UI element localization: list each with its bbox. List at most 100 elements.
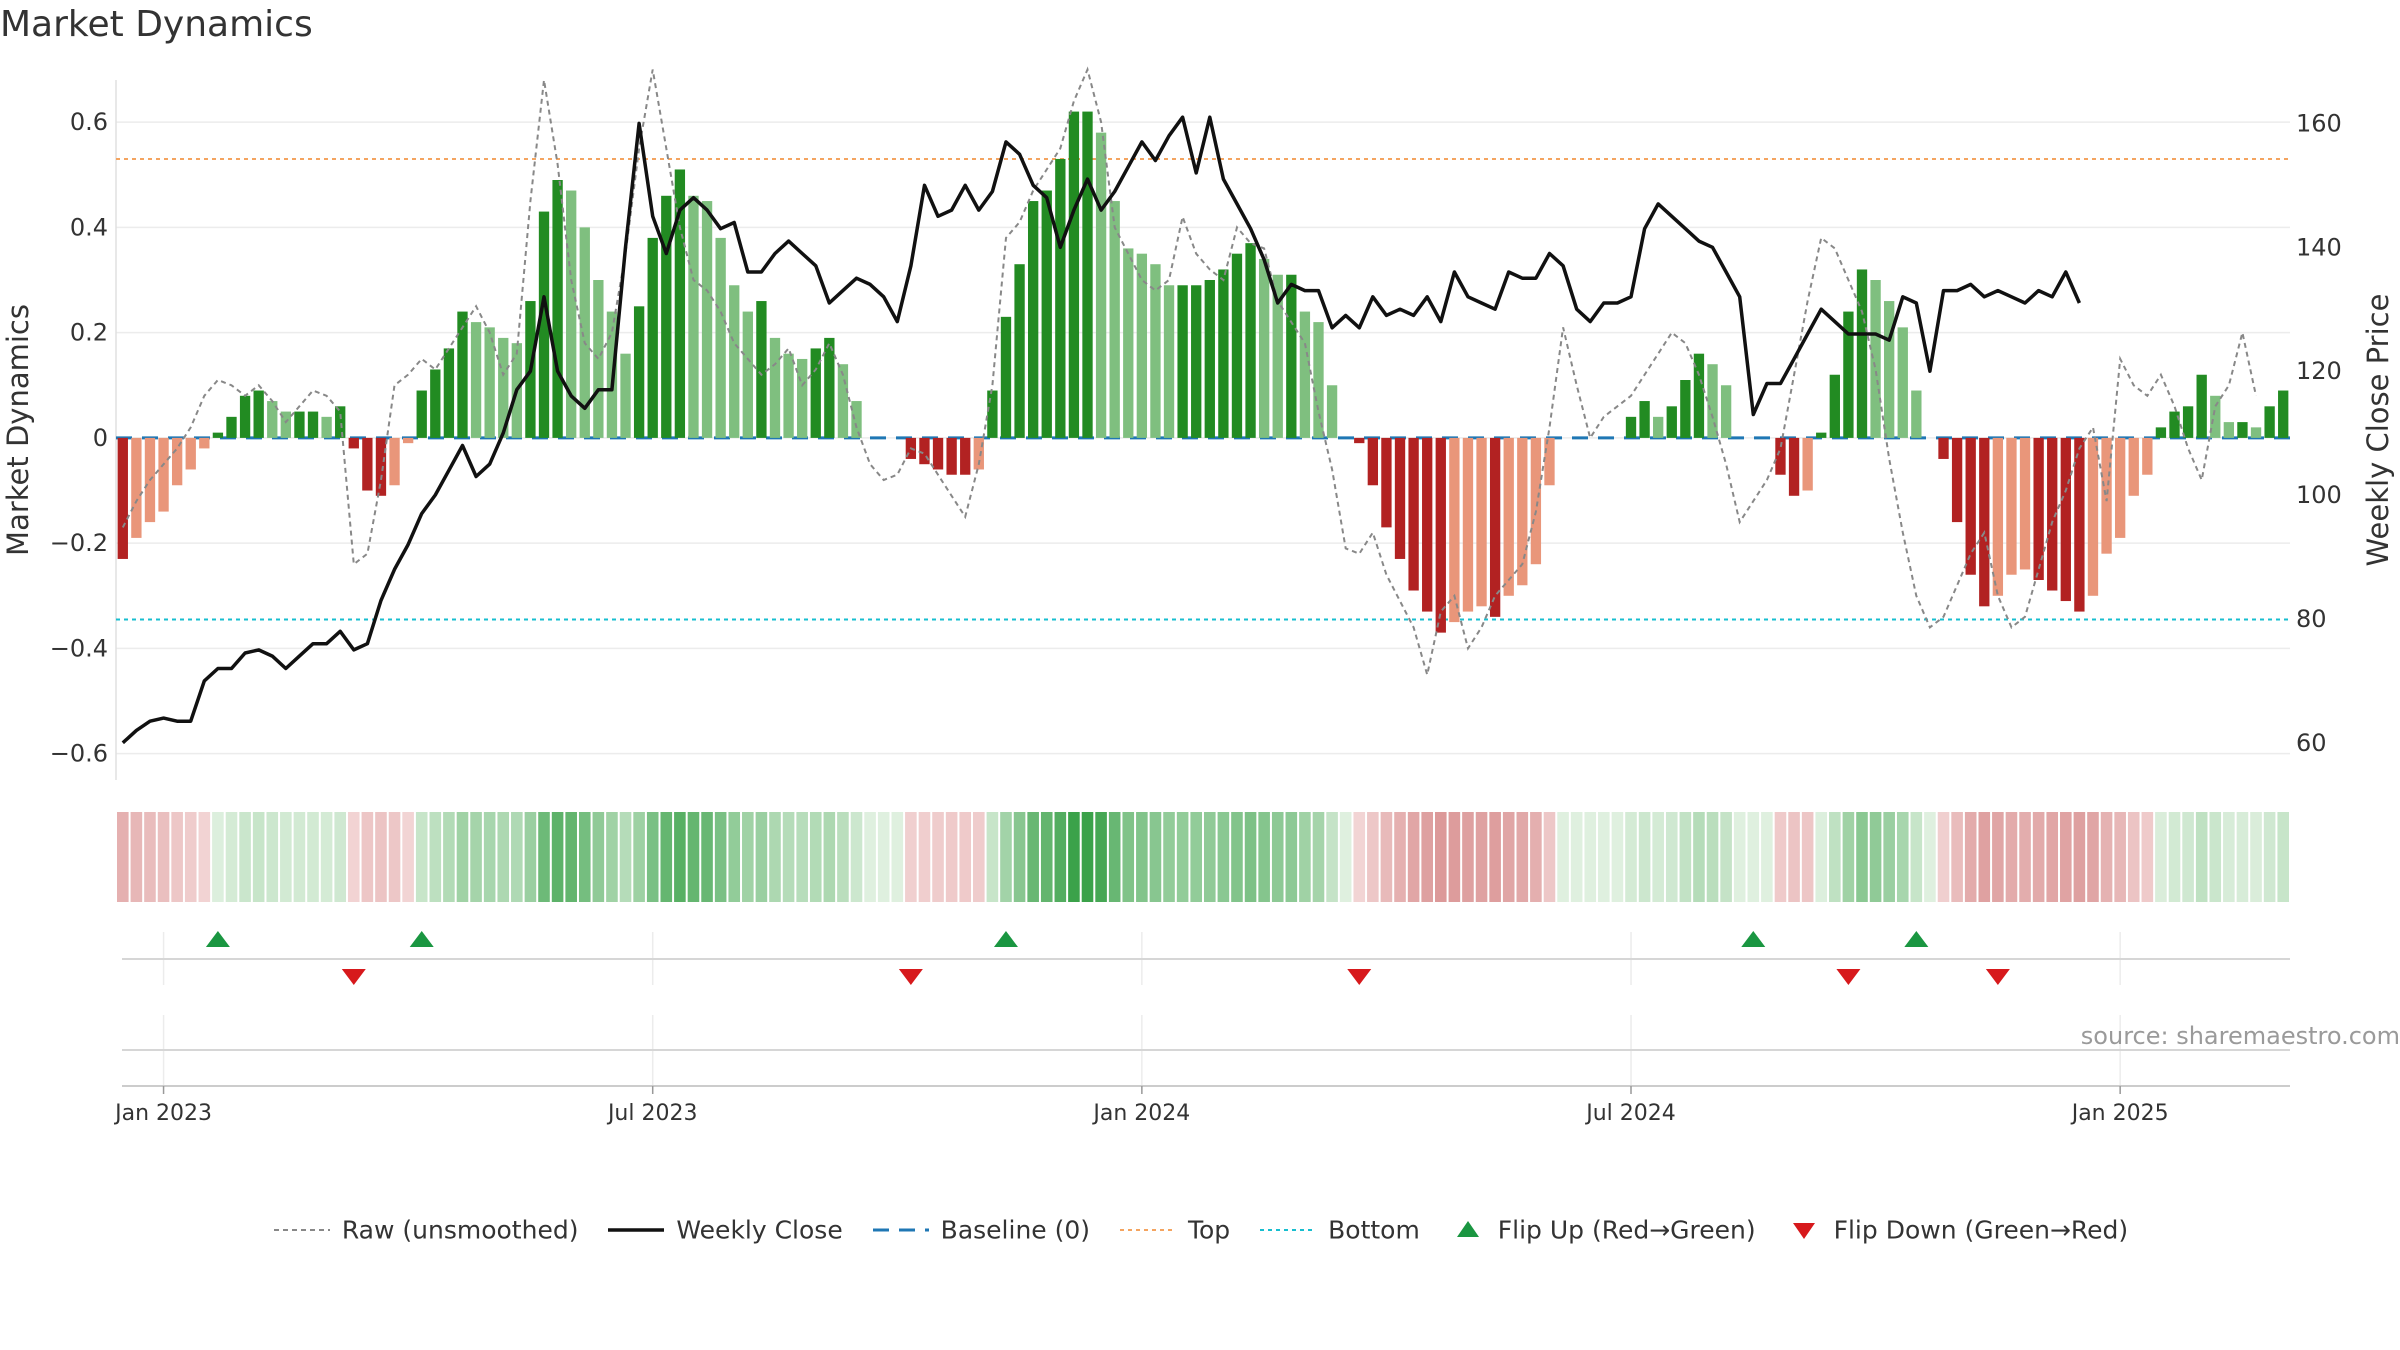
heat-cell [375,812,387,902]
flip-markers-panel [122,931,2290,985]
bar [1503,437,1514,596]
bar [280,411,292,438]
heat-cell [1693,812,1705,902]
bar [973,437,984,470]
bar [416,390,427,438]
y-right-tick-label: 80 [2296,605,2327,633]
bar [2060,437,2071,602]
heat-cell [1163,812,1175,902]
bar [1136,253,1148,438]
bar [1095,132,1107,438]
heat-cell [280,812,292,902]
heat-cell [443,812,455,902]
bar [402,437,414,444]
heat-cell [1271,812,1284,902]
heat-cell [1040,812,1053,902]
heat-cell [171,812,183,902]
heat-cell [347,812,360,902]
heat-cell [1502,812,1515,902]
heat-cell [2073,812,2086,902]
raw-unsmoothed-line [121,66,2257,675]
bar [1313,322,1324,438]
heat-cell [1992,812,2004,902]
heat-cell [2060,812,2072,902]
y-right-tick-label: 120 [2296,357,2342,385]
bar [837,364,849,438]
legend-label-flip-up: Flip Up (Red→Green) [1497,1215,1756,1245]
legend-label-close: Weekly Close [676,1215,843,1245]
bar [1707,364,1718,438]
x-tick-label: Jul 2023 [606,1101,698,1126]
heat-cell [1815,812,1828,902]
legend-item-raw: Raw (unsmoothed) [272,1214,578,1244]
heat-cell [1625,812,1637,902]
heat-cell [117,812,129,902]
heat-cell [796,812,808,902]
threshold-layer [116,157,2290,621]
flip-up-marker [993,931,1018,947]
x-tick-label: Jan 2025 [2070,1101,2169,1126]
bar [1720,385,1732,438]
heat-cell [1190,812,1202,902]
heat-cell [2141,812,2154,902]
bar [919,437,930,465]
bar [688,195,699,438]
heat-cell [1570,812,1583,902]
heat-cell [361,812,374,902]
heat-cell [1108,812,1121,902]
heat-cell [157,812,170,902]
bar [593,280,604,438]
heat-cell [1869,812,1882,902]
bar [1625,416,1637,438]
heat-cell [891,812,904,902]
heat-cell [2155,812,2167,902]
heat-cell [2087,812,2099,902]
bar [1163,285,1175,438]
heat-cell [1326,812,1338,902]
heat-cell [1530,812,1542,902]
heat-cell [1217,812,1230,902]
heat-cell [1149,812,1162,902]
heat-cell [144,812,156,902]
heat-cell [1978,812,1991,902]
bar [389,437,400,486]
heat-cell [1421,812,1433,902]
bar [960,437,971,475]
bar [783,353,794,438]
heat-cell [225,812,238,902]
bar [2250,427,2262,438]
bar [2264,406,2275,438]
legend-item-bottom: Bottom [1258,1214,1420,1244]
heat-cell [320,812,333,902]
heat-cell [1244,812,1257,902]
flip-down-marker [1836,969,1861,985]
heat-cell [239,812,251,902]
bar [2114,437,2126,538]
heat-cell [2127,812,2140,902]
bar [1394,437,1406,559]
heat-cell [782,812,795,902]
heat-cell [646,812,659,902]
bar [1680,380,1691,438]
x-tick-label: Jan 2024 [1091,1101,1190,1126]
heat-cell [687,812,700,902]
heat-cell [1013,812,1026,902]
heat-cell [1801,812,1814,902]
bar [1109,201,1120,438]
heat-cell [1394,812,1406,902]
bar [1951,437,1963,523]
heat-cell [1299,812,1311,902]
heat-cell [728,812,741,902]
heat-cell [252,812,265,902]
x-axis: Jan 2023 Jul 2023 Jan 2024 Jul 2024 Jan 2025… [113,1085,2290,1126]
bar [715,237,726,438]
bar [1639,401,1650,438]
legend-swatch-baseline [872,1228,929,1232]
legend-label-baseline: Baseline (0) [940,1215,1091,1245]
heat-cell [198,812,211,902]
bar [1965,437,1976,575]
bar [810,348,821,438]
bar [2223,422,2235,438]
bar [2047,437,2058,591]
